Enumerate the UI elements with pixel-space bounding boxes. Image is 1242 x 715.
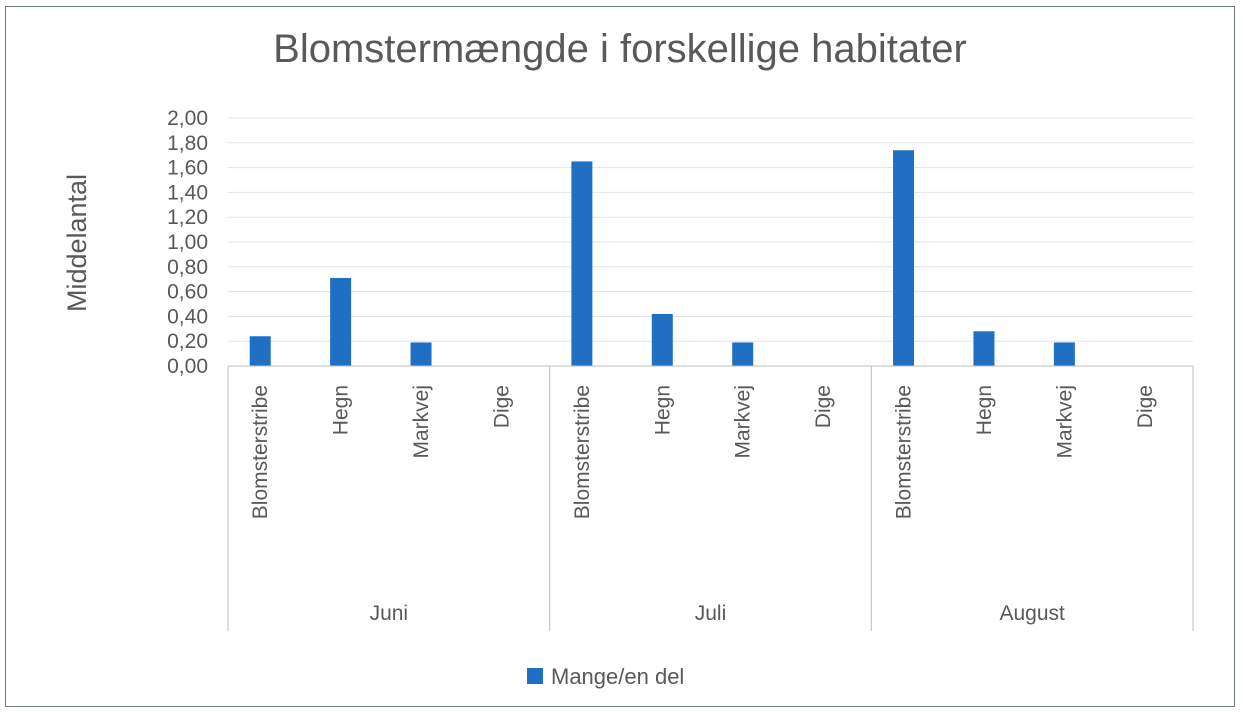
x-category-label: Markvej [410,385,433,459]
y-tick-label: 0,20 [167,330,208,353]
y-tick-label: 0,00 [167,355,208,378]
bar [1053,342,1075,366]
legend-swatch [527,668,543,684]
x-category-label: Hegn [651,385,674,435]
bar [571,161,593,366]
x-category-label: Markvej [1053,385,1076,459]
x-axis: Blomsterstribe Hegn Markvej Dige Juni Blomste… [227,365,1194,631]
y-tick-label: 2,00 [167,107,208,130]
y-tick-label: 1,80 [167,132,208,155]
bar [893,150,915,366]
bar [410,342,432,366]
x-category-label: Dige [490,385,513,428]
x-group-label: Juni [370,602,409,625]
bar [973,331,995,366]
x-category-label: Blomsterstribe [571,385,594,519]
legend-label: Mange/en del [551,664,684,689]
x-category-label: Dige [1134,385,1157,428]
bar [249,336,271,366]
bars [249,150,1075,366]
x-category-label: Hegn [973,385,996,435]
x-group-label: Juli [695,602,727,625]
legend: Mange/en del [527,664,684,689]
bar [732,342,754,366]
x-category-label: Markvej [732,385,755,459]
x-category-label: Hegn [330,385,353,435]
x-category-label: Blomsterstribe [249,385,272,519]
y-axis-label: Middelantal [62,174,92,312]
x-category-label: Blomsterstribe [893,385,916,519]
y-tick-label: 1,40 [167,181,208,204]
chart-title: Blomstermængde i forskellige habitater [273,27,967,71]
y-axis-ticks: 0,000,200,400,600,801,001,201,401,601,80… [167,107,208,378]
y-tick-label: 1,20 [167,206,208,229]
chart-frame [5,6,1235,707]
x-category-label: Dige [812,385,835,428]
y-tick-label: 1,00 [167,231,208,254]
y-tick-label: 0,80 [167,256,208,279]
bar [651,313,673,366]
x-group-label: August [999,602,1065,625]
y-tick-label: 0,60 [167,281,208,304]
y-tick-label: 1,60 [167,157,208,180]
bar [330,277,352,366]
y-tick-label: 0,40 [167,305,208,328]
gridlines [228,117,1193,342]
